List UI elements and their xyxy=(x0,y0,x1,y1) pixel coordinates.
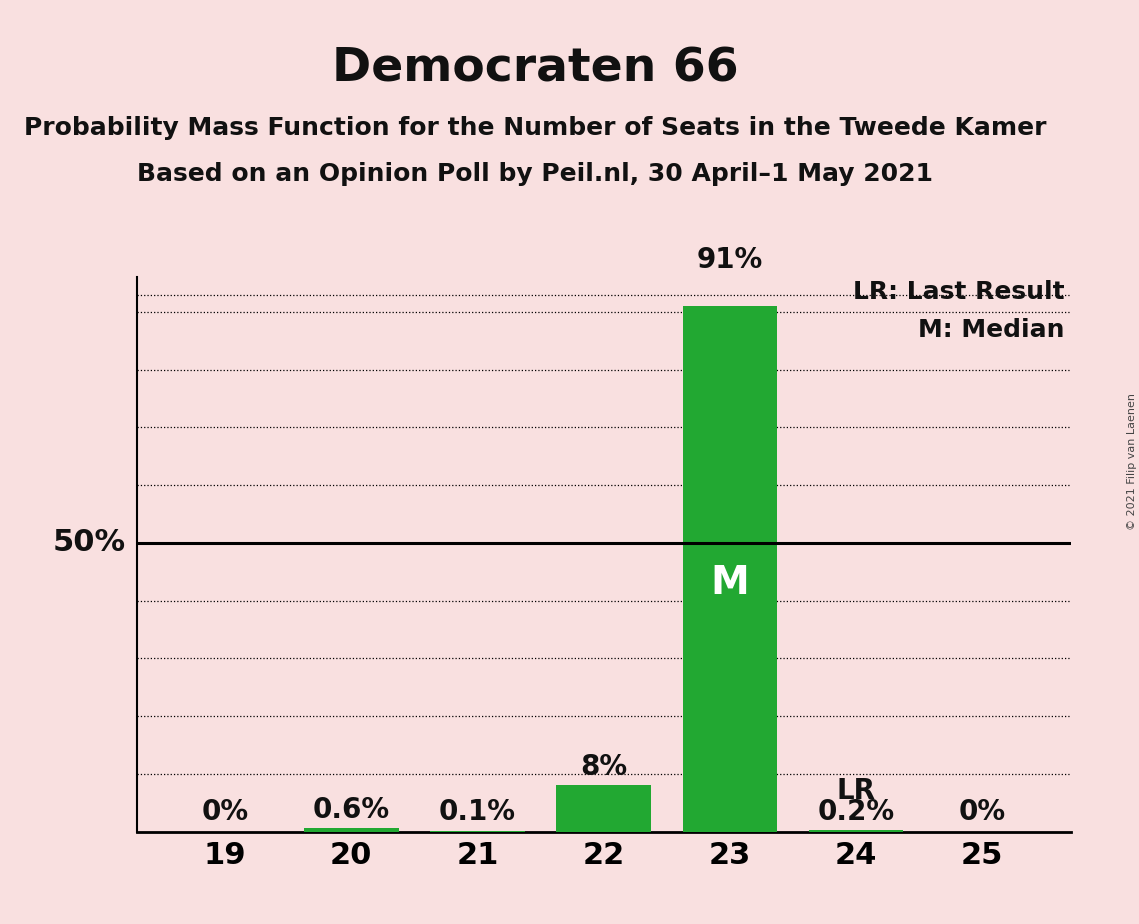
Bar xyxy=(556,785,652,832)
Text: Democraten 66: Democraten 66 xyxy=(331,46,739,91)
Text: 0%: 0% xyxy=(959,797,1006,826)
Bar xyxy=(682,306,777,832)
Text: 91%: 91% xyxy=(697,247,763,274)
Text: 0.2%: 0.2% xyxy=(818,797,894,826)
Text: Probability Mass Function for the Number of Seats in the Tweede Kamer: Probability Mass Function for the Number… xyxy=(24,116,1047,140)
Bar xyxy=(809,831,903,832)
Text: 8%: 8% xyxy=(580,753,628,781)
Text: M: M xyxy=(711,565,749,602)
Text: LR: Last Result: LR: Last Result xyxy=(853,280,1064,304)
Text: 0.1%: 0.1% xyxy=(439,798,516,826)
Text: 0%: 0% xyxy=(202,797,248,826)
Text: 0.6%: 0.6% xyxy=(313,796,390,823)
Text: Based on an Opinion Poll by Peil.nl, 30 April–1 May 2021: Based on an Opinion Poll by Peil.nl, 30 … xyxy=(138,162,933,186)
Bar xyxy=(304,828,399,832)
Text: LR: LR xyxy=(837,777,876,805)
Text: © 2021 Filip van Laenen: © 2021 Filip van Laenen xyxy=(1126,394,1137,530)
Text: M: Median: M: Median xyxy=(918,318,1064,342)
Text: 50%: 50% xyxy=(52,529,125,557)
